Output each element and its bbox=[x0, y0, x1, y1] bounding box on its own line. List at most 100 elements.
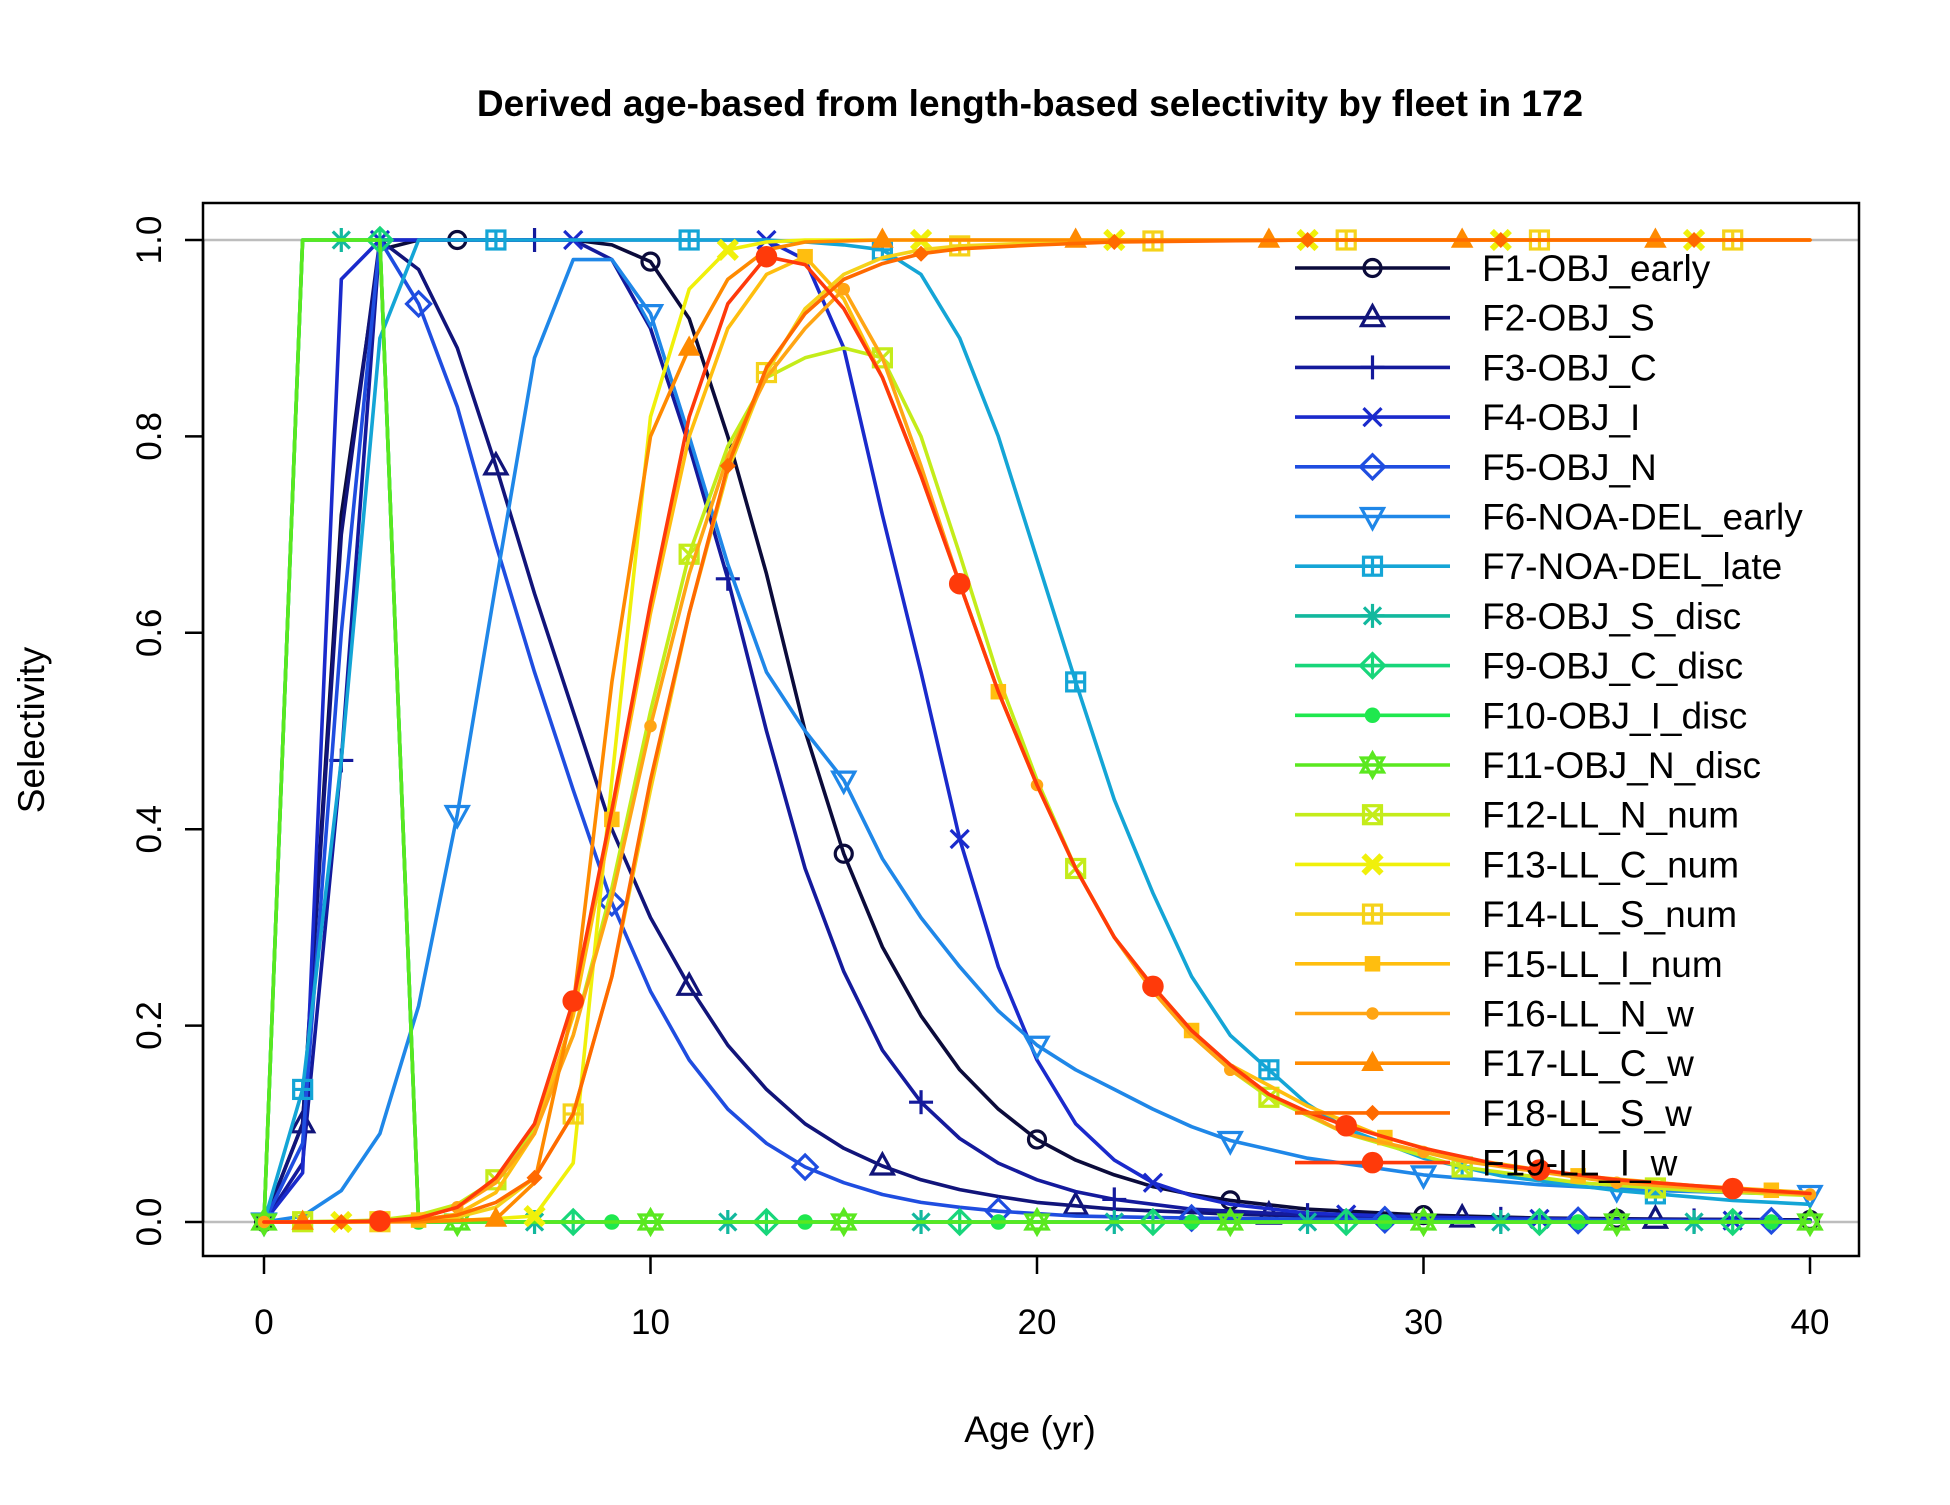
marker-shape bbox=[1216, 1206, 1245, 1231]
marker-shape bbox=[1796, 1206, 1824, 1231]
data-point bbox=[1177, 1203, 1206, 1233]
marker-shape bbox=[797, 248, 813, 265]
x-tick-label: 10 bbox=[631, 1303, 670, 1342]
data-point bbox=[868, 1150, 897, 1176]
data-point bbox=[1721, 1177, 1744, 1200]
legend-marker bbox=[1366, 1007, 1379, 1020]
marker-shape bbox=[1364, 956, 1381, 972]
data-point bbox=[837, 282, 850, 296]
legend-label: F6-NOA-DEL_early bbox=[1482, 497, 1803, 538]
marker-shape bbox=[675, 970, 703, 996]
legend-label: F19-LL_I_w bbox=[1482, 1143, 1678, 1184]
marker-shape bbox=[1492, 231, 1509, 249]
marker-shape bbox=[833, 843, 854, 864]
marker-shape bbox=[482, 450, 510, 476]
legend-label: F5-OBJ_N bbox=[1482, 447, 1657, 488]
data-point bbox=[1528, 1159, 1551, 1181]
marker-shape bbox=[640, 251, 661, 272]
marker-shape bbox=[1409, 1165, 1438, 1191]
legend: F1-OBJ_early F2-OBJ_S F3-OBJ_C F4-OBJ_I F5-O… bbox=[1295, 248, 1803, 1184]
marker-shape bbox=[790, 1152, 820, 1182]
marker-shape bbox=[1362, 257, 1383, 279]
data-point bbox=[644, 719, 657, 733]
marker-shape bbox=[1361, 1050, 1384, 1071]
y-axis: 0.0 0.2 0.4 0.6 0.8 1.0 bbox=[130, 216, 205, 1246]
data-point bbox=[526, 1169, 543, 1186]
legend-label: F3-OBJ_C bbox=[1482, 347, 1657, 388]
data-point bbox=[1370, 1205, 1400, 1234]
chart-title: Derived age-based from length-based sele… bbox=[477, 83, 1583, 124]
legend-marker bbox=[1364, 956, 1381, 972]
marker-shape bbox=[1358, 506, 1387, 532]
legend-label: F7-NOA-DEL_late bbox=[1482, 546, 1782, 587]
legend-marker bbox=[1361, 1151, 1384, 1174]
marker-shape bbox=[1528, 1159, 1551, 1181]
marker-shape bbox=[1299, 231, 1316, 249]
marker-stroke bbox=[1362, 804, 1383, 825]
data-point bbox=[640, 251, 661, 272]
series-line bbox=[262, 254, 1812, 1224]
series-F19-LL_I_w bbox=[262, 245, 1812, 1232]
data-point bbox=[1257, 227, 1281, 248]
data-point bbox=[719, 457, 736, 474]
marker-stroke bbox=[1142, 1172, 1164, 1193]
marker-stroke bbox=[523, 1204, 546, 1228]
marker-stroke bbox=[1361, 853, 1384, 876]
y-tick-label: 0.6 bbox=[130, 608, 169, 657]
data-point bbox=[562, 990, 584, 1012]
marker-shape bbox=[677, 335, 701, 356]
series-F5-OBJ_N bbox=[262, 238, 1812, 1236]
marker-shape bbox=[1026, 1129, 1048, 1150]
data-point bbox=[678, 229, 700, 251]
data-point bbox=[369, 1210, 391, 1232]
data-point bbox=[484, 1206, 508, 1227]
marker-shape bbox=[1796, 1213, 1824, 1238]
marker-shape bbox=[1142, 975, 1164, 998]
marker-shape bbox=[868, 1150, 897, 1176]
legend-item: F2-OBJ_S bbox=[1295, 298, 1655, 339]
marker-stroke bbox=[949, 828, 970, 850]
data-point bbox=[1409, 1206, 1438, 1238]
data-point bbox=[797, 248, 813, 265]
data-point bbox=[292, 1078, 314, 1101]
marker-stroke bbox=[1362, 406, 1383, 428]
x-tick-label: 40 bbox=[1791, 1303, 1830, 1342]
legend-label: F11-OBJ_N_disc bbox=[1482, 745, 1761, 786]
legend-label: F9-OBJ_C_disc bbox=[1482, 646, 1743, 687]
marker-shape bbox=[369, 1210, 391, 1232]
data-point bbox=[1216, 1130, 1244, 1156]
data-point bbox=[675, 970, 703, 996]
marker-shape bbox=[1366, 1007, 1379, 1020]
legend-marker bbox=[1360, 355, 1385, 380]
marker-stroke bbox=[716, 238, 739, 261]
legend-label: F4-OBJ_I bbox=[1482, 397, 1640, 438]
data-point bbox=[1492, 231, 1509, 249]
legend-item: F19-LL_I_w bbox=[1295, 1143, 1678, 1184]
data-point bbox=[829, 1206, 858, 1238]
data-point bbox=[716, 238, 739, 261]
marker-shape bbox=[1023, 1035, 1051, 1061]
marker-shape bbox=[1023, 1206, 1051, 1231]
series-line bbox=[262, 238, 1812, 1224]
legend-item: F5-OBJ_N bbox=[1295, 447, 1657, 488]
marker-shape bbox=[829, 1206, 858, 1231]
legend-item: F3-OBJ_C bbox=[1295, 347, 1657, 388]
legend-label: F8-OBJ_S_disc bbox=[1482, 596, 1741, 637]
marker-shape bbox=[1450, 227, 1474, 248]
marker-shape bbox=[1358, 749, 1387, 774]
data-point bbox=[1757, 1206, 1786, 1236]
marker-shape bbox=[948, 572, 971, 595]
legend-marker bbox=[1361, 1050, 1384, 1071]
marker-shape bbox=[1364, 707, 1381, 724]
legend-marker bbox=[1360, 603, 1385, 628]
legend-label: F14-LL_S_num bbox=[1482, 894, 1737, 935]
legend-item: F9-OBJ_C_disc bbox=[1295, 646, 1743, 687]
legend-item: F18-LL_S_w bbox=[1295, 1093, 1692, 1134]
data-point bbox=[1065, 671, 1087, 693]
marker-stroke bbox=[1362, 606, 1383, 626]
y-tick-label: 0.2 bbox=[130, 1001, 169, 1050]
data-point bbox=[1216, 1206, 1245, 1238]
legend-label: F12-LL_N_num bbox=[1482, 795, 1739, 836]
